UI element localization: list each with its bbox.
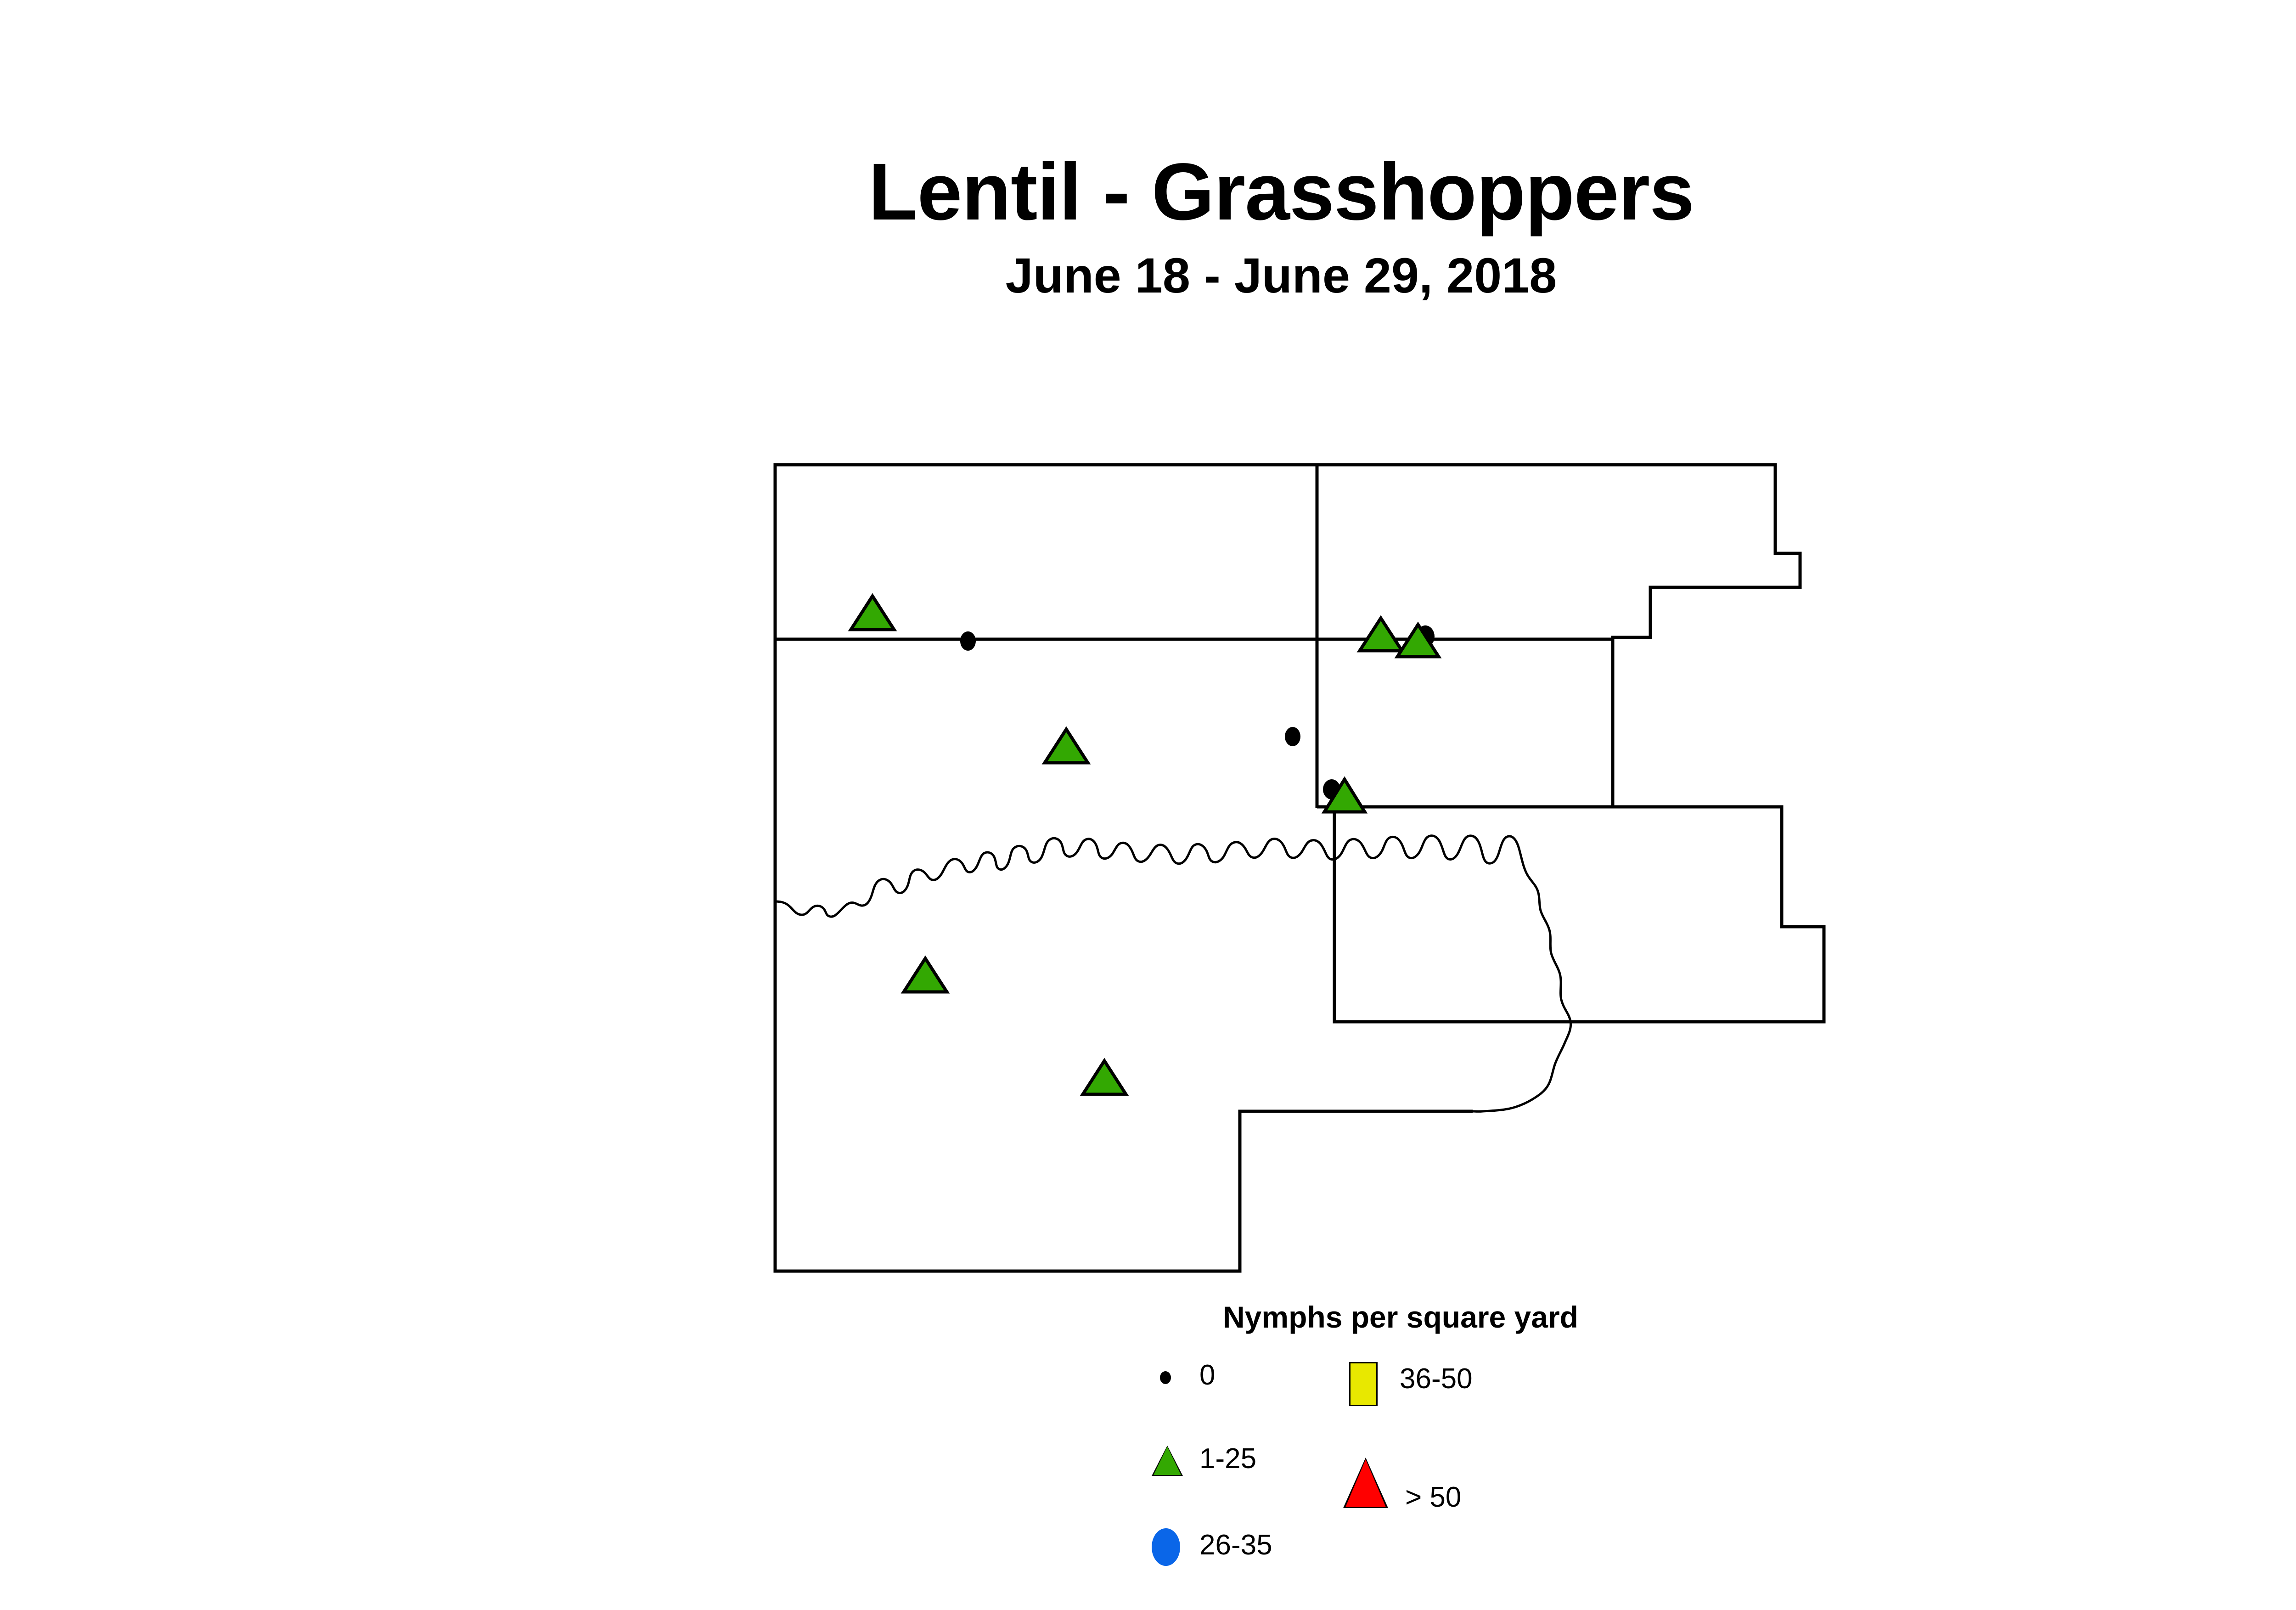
marker-triangle-1-25[interactable] <box>1356 615 1405 653</box>
legend-label-1-25: 1-25 <box>1199 1443 1257 1475</box>
marker-triangle-1-25[interactable] <box>1080 1058 1129 1096</box>
marker-triangle-1-25[interactable] <box>848 593 897 631</box>
legend-body: 0 1-25 26-35 36-5 <box>1084 1359 1727 1566</box>
county-outline-e <box>1577 805 1826 1024</box>
map-markers <box>848 593 1442 1096</box>
river-boundary <box>775 834 1572 1113</box>
county-outline-nw <box>773 463 1319 641</box>
page-subtitle: June 18 - June 29, 2018 <box>1005 248 1557 303</box>
black-dot-icon <box>1148 1363 1187 1391</box>
county-outline-w <box>775 637 1319 808</box>
legend-label-0: 0 <box>1199 1359 1216 1391</box>
marker-triangle-1-25[interactable] <box>1041 726 1091 765</box>
marker-dot-0[interactable] <box>960 631 976 651</box>
marker-triangle-1-25[interactable] <box>900 955 950 994</box>
legend-label-gt-50: > 50 <box>1405 1481 1462 1513</box>
title-block: Lentil - Grasshoppers June 18 - June 29,… <box>0 152 2296 300</box>
red-triangle-icon <box>1343 1458 1388 1508</box>
legend-label-36-50: 36-50 <box>1400 1363 1473 1395</box>
legend-title: Nymphs per square yard <box>1223 1300 1578 1334</box>
marker-triangle-1-25[interactable] <box>1321 776 1368 814</box>
blue-ellipse-icon <box>1148 1528 1187 1566</box>
county-outline-e-bottom <box>1333 807 1577 1024</box>
legend-label-26-35: 26-35 <box>1199 1529 1272 1561</box>
page-title: Lentil - Grasshoppers <box>868 147 1694 237</box>
map-legend: Nymphs per square yard 0 1-25 <box>1084 1300 1727 1566</box>
marker-dot-0[interactable] <box>1285 727 1300 746</box>
county-outline-mid-e <box>1317 639 1615 809</box>
marker-triangle-1-25[interactable] <box>1394 621 1442 659</box>
yellow-square-icon <box>1345 1362 1385 1406</box>
green-triangle-icon <box>1148 1446 1187 1476</box>
county-outline-ne <box>1315 463 1802 641</box>
county-outline-sw <box>773 639 1473 1273</box>
